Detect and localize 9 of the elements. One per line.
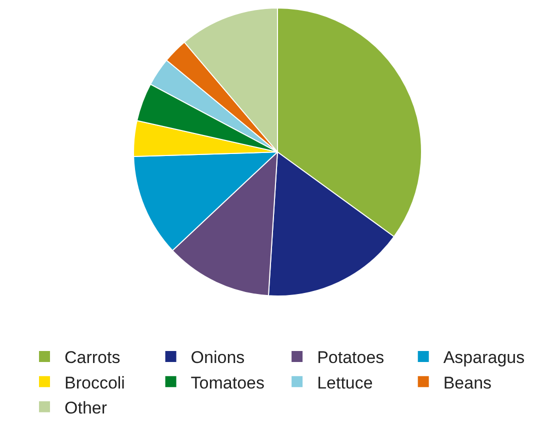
legend-label: Lettuce: [317, 373, 373, 392]
legend-label: Broccoli: [64, 373, 125, 392]
legend-label: Asparagus: [443, 348, 525, 368]
legend-label: Other: [64, 398, 108, 418]
legend-label: Potatoes: [317, 348, 384, 368]
legend-label: Tomatoes: [190, 373, 264, 392]
legend-label: Beans: [443, 373, 492, 392]
legend-label: Onions: [190, 348, 245, 368]
legend-label: Carrots: [64, 348, 120, 368]
